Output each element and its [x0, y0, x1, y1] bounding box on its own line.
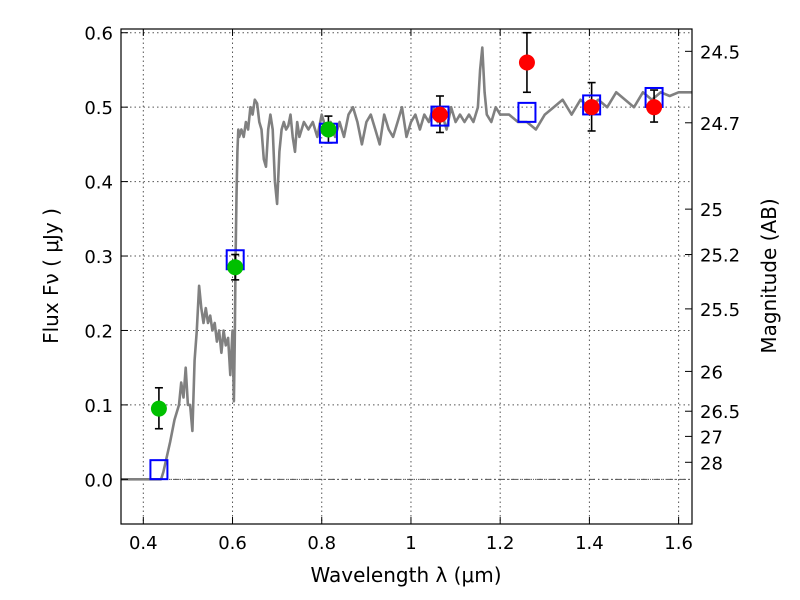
- right-axis-label: Magnitude (AB): [757, 198, 781, 353]
- model-sed-line: [121, 46, 692, 481]
- x-tick-label: 0.4: [129, 533, 158, 554]
- data-point: [150, 400, 167, 417]
- right-tick-label: 24.5: [700, 42, 740, 63]
- right-tick-label: 28: [700, 453, 723, 474]
- right-tick-label: 25.5: [700, 300, 740, 321]
- x-axis-label: Wavelength λ (μm): [310, 563, 501, 587]
- x-tick-label: 0.8: [307, 533, 336, 554]
- y-axis-label: Flux Fν ( μJy ): [39, 208, 63, 344]
- y-tick-label: 0.1: [84, 396, 113, 417]
- y-tick-label: 0.2: [84, 321, 113, 342]
- plot-frame: [120, 28, 693, 525]
- right-tick-label: 26.5: [700, 402, 740, 423]
- synthetic-square: [149, 459, 169, 481]
- y-tick-label: 0.4: [84, 173, 113, 194]
- data-point: [518, 54, 535, 71]
- y-axis-ticks: 0.0 0.1 0.2 0.3 0.4 0.5 0.6: [84, 24, 128, 491]
- plot-background: [121, 29, 692, 524]
- data-point: [227, 259, 244, 276]
- data-point: [583, 99, 600, 116]
- x-tick-label: 1.6: [664, 533, 693, 554]
- data-point: [431, 106, 448, 123]
- synthetic-square: [517, 101, 537, 123]
- x-tick-label: 1.2: [486, 533, 515, 554]
- x-tick-label: 0.6: [218, 533, 247, 554]
- right-tick-label: 24.7: [700, 114, 740, 135]
- data-point: [320, 121, 337, 138]
- data-point: [646, 99, 663, 116]
- x-axis-ticks: 0.4 0.6 0.8 1 1.2 1.4 1.6: [129, 29, 693, 554]
- y-tick-label: 0.6: [84, 24, 113, 45]
- right-tick-label: 25.2: [700, 246, 740, 267]
- right-axis-ticks: 24.5 24.7 25 25.2 25.5 26 26.5 27 28: [685, 42, 740, 474]
- right-tick-label: 25: [700, 200, 723, 221]
- synthetic-photometry-markers: [149, 86, 664, 481]
- x-tick-label: 1.4: [575, 533, 604, 554]
- right-tick-label: 26: [700, 362, 723, 383]
- y-tick-label: 0.5: [84, 98, 113, 119]
- x-tick-label: 1: [405, 533, 416, 554]
- right-tick-label: 27: [700, 427, 723, 448]
- y-tick-label: 0.3: [84, 247, 113, 268]
- y-tick-label: 0.0: [84, 470, 113, 491]
- observed-photometry-markers: [150, 54, 663, 417]
- synthetic-square: [430, 105, 450, 127]
